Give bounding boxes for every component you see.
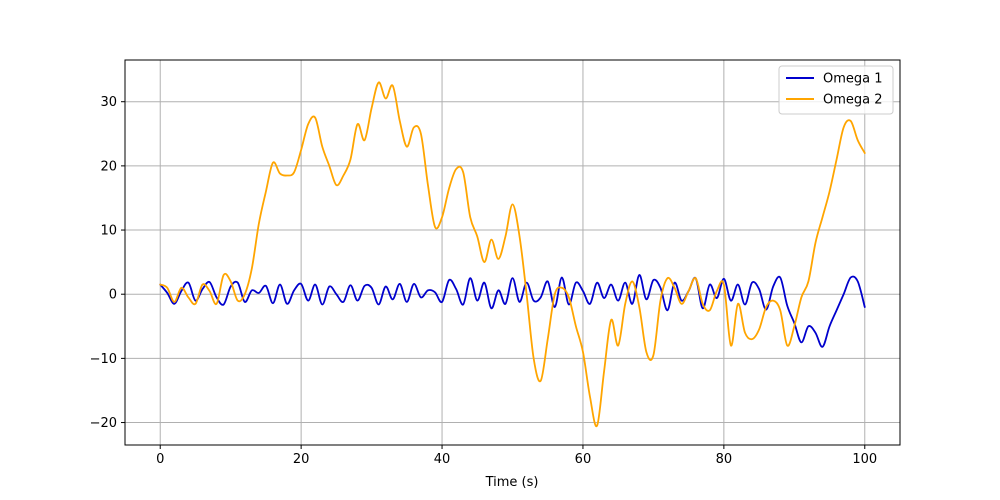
y-tick-label: −20 — [90, 416, 117, 431]
x-tick-label: 80 — [716, 452, 733, 467]
series-layer — [159, 81, 866, 428]
y-tick-label: 10 — [100, 224, 117, 239]
plot-area-frame — [124, 59, 901, 446]
x-tick-label: 0 — [156, 452, 164, 467]
y-tick-label: 20 — [100, 159, 117, 174]
series-line-omega-2 — [159, 81, 866, 428]
x-tick-label: 60 — [575, 452, 592, 467]
legend-label-omega-2: Omega 2 — [823, 93, 883, 108]
x-tick-label: 20 — [293, 452, 310, 467]
y-tick-label: 30 — [100, 95, 117, 110]
series-line-omega-1 — [159, 274, 866, 348]
grid — [125, 60, 900, 445]
y-tick-label: −10 — [90, 352, 117, 367]
x-tick-label: 100 — [852, 452, 877, 467]
legend-label-omega-1: Omega 1 — [823, 72, 883, 87]
y-tick-label: 0 — [109, 288, 117, 303]
legend: Omega 1 Omega 2 — [778, 65, 894, 115]
x-tick-label: 40 — [434, 452, 451, 467]
x-axis-title: Time (s) — [485, 475, 539, 490]
ticks: 0 20 40 60 80 100 −20 −10 0 10 20 30 — [90, 95, 878, 467]
